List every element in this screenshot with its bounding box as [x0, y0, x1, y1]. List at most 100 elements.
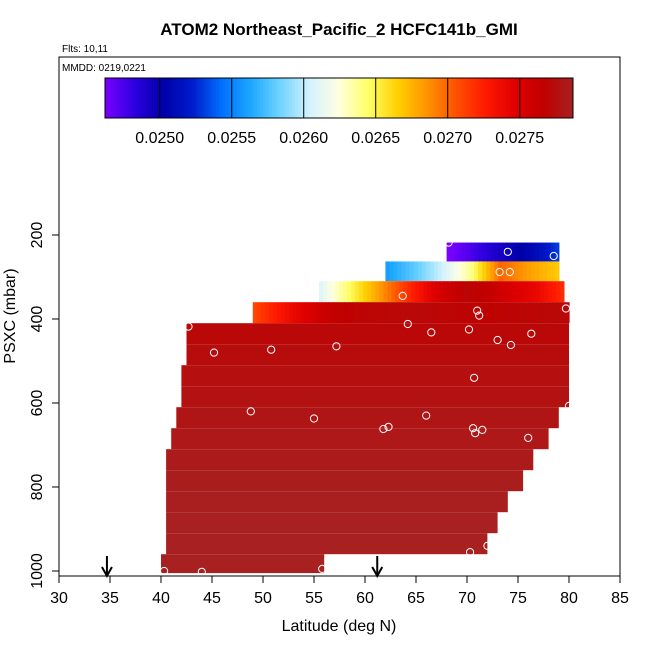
- heatmap-layer: [161, 242, 570, 574]
- colorbar-swatch: [315, 78, 320, 118]
- colorbar-swatch: [143, 78, 147, 118]
- heatmap-cell: [554, 242, 560, 262]
- heatmap-cell: [534, 242, 540, 262]
- x-tick-label: 80: [560, 590, 578, 607]
- colorbar-swatch: [385, 78, 390, 118]
- heatmap-cell: [304, 302, 310, 324]
- colorbar-swatch: [488, 78, 492, 118]
- heatmap-cell: [542, 261, 548, 282]
- x-tick-label: 45: [203, 590, 221, 607]
- heatmap-cell: [284, 302, 290, 324]
- colorbar-swatch: [227, 78, 232, 118]
- heatmap-cell: [393, 261, 399, 282]
- colorbar-swatch: [534, 78, 539, 118]
- heatmap-cell: [412, 302, 418, 324]
- colorbar-swatch: [163, 78, 167, 118]
- observation-point: [444, 238, 453, 247]
- colorbar-swatch: [321, 78, 325, 118]
- heatmap-cell: [392, 302, 398, 324]
- colorbar-swatch: [137, 78, 141, 118]
- heatmap-cell: [396, 302, 402, 324]
- heatmap-cell: [535, 281, 541, 303]
- colorbar-swatch: [125, 78, 129, 118]
- colorbar-swatch: [403, 78, 407, 118]
- heatmap-cell: [404, 302, 410, 324]
- heatmap-cell: [312, 302, 318, 324]
- heatmap-cell: [490, 261, 495, 282]
- colorbar-swatch: [110, 78, 115, 118]
- colorbar-swatch: [239, 78, 243, 118]
- heatmap-cell: [540, 302, 546, 324]
- colorbar-swatch: [181, 78, 185, 118]
- colorbar-swatch: [198, 78, 203, 118]
- heatmap-band: [181, 365, 569, 387]
- heatmap-band: [176, 407, 559, 429]
- observation-point: [493, 335, 502, 345]
- colorbar-swatch: [295, 78, 299, 118]
- colorbar-swatch: [183, 78, 188, 118]
- y-tick-label: 800: [29, 474, 46, 501]
- colorbar-swatch: [145, 78, 150, 118]
- heatmap-cell: [423, 281, 429, 303]
- colorbar-tick-label: 0.0275: [495, 130, 544, 147]
- heatmap-cell: [468, 302, 474, 324]
- colorbar-swatch: [359, 78, 363, 118]
- colorbar-swatch: [377, 78, 381, 118]
- colorbar-swatch: [283, 78, 287, 118]
- colorbar-swatch: [119, 78, 124, 118]
- heatmap-cell: [543, 281, 549, 303]
- observation-point: [384, 422, 393, 431]
- colorbar-swatch: [447, 78, 451, 118]
- heatmap-cell: [455, 281, 461, 303]
- colorbar-swatch: [368, 78, 372, 118]
- heatmap-cell: [530, 261, 536, 282]
- colorbar-swatch: [552, 78, 556, 118]
- observation-point: [524, 433, 533, 442]
- heatmap-cell: [339, 281, 344, 303]
- heatmap-cell: [375, 281, 380, 303]
- observation-point: [469, 424, 478, 433]
- heatmap-cell: [391, 281, 396, 303]
- heatmap-cell: [502, 242, 508, 262]
- colorbar: 0.0250 0.0255 0.0260 0.0265 0.0270 0.0275: [104, 77, 574, 147]
- x-tick-label: 70: [458, 590, 476, 607]
- heatmap-cell: [328, 302, 334, 324]
- colorbar-swatch: [479, 78, 483, 118]
- heatmap-cell: [454, 242, 460, 262]
- heatmap-cell: [474, 261, 479, 282]
- heatmap-cell: [417, 261, 423, 282]
- heatmap-cell: [552, 302, 558, 324]
- colorbar-swatch: [520, 78, 524, 118]
- y-axis-label: PSXC (mbar): [2, 268, 19, 363]
- heatmap-cell: [459, 281, 465, 303]
- colorbar-swatch: [350, 78, 355, 118]
- heatmap-cell: [449, 261, 455, 282]
- colorbar-swatch: [476, 78, 480, 118]
- colorbar-swatch: [397, 78, 401, 118]
- colorbar-swatch: [505, 78, 510, 118]
- colorbar-swatch: [537, 78, 542, 118]
- colorbar-swatch: [274, 78, 279, 118]
- heatmap-cell: [546, 242, 552, 262]
- heatmap-cell: [389, 261, 395, 282]
- colorbar-swatch: [216, 78, 220, 118]
- colorbar-swatch: [166, 78, 170, 118]
- colorbar-swatch: [222, 78, 226, 118]
- colorbar-tick-label: 0.0270: [423, 130, 472, 147]
- y-tick-label: 1000: [29, 553, 46, 589]
- colorbar-tick-label: 0.0260: [279, 130, 328, 147]
- heatmap-cell: [416, 302, 422, 324]
- heatmap-cell: [518, 261, 524, 282]
- heatmap-cell: [385, 261, 391, 282]
- heatmap-cell: [429, 261, 435, 282]
- heatmap-cell: [470, 242, 476, 262]
- heatmap-cell: [565, 302, 570, 324]
- heatmap-cell: [343, 281, 348, 303]
- colorbar-swatch: [236, 78, 241, 118]
- heatmap-cell: [421, 261, 427, 282]
- heatmap-cell: [532, 302, 538, 324]
- colorbar-swatch: [540, 78, 545, 118]
- heatmap-cell: [480, 302, 486, 324]
- colorbar-swatch: [499, 78, 504, 118]
- y-tick-label: 400: [29, 306, 46, 333]
